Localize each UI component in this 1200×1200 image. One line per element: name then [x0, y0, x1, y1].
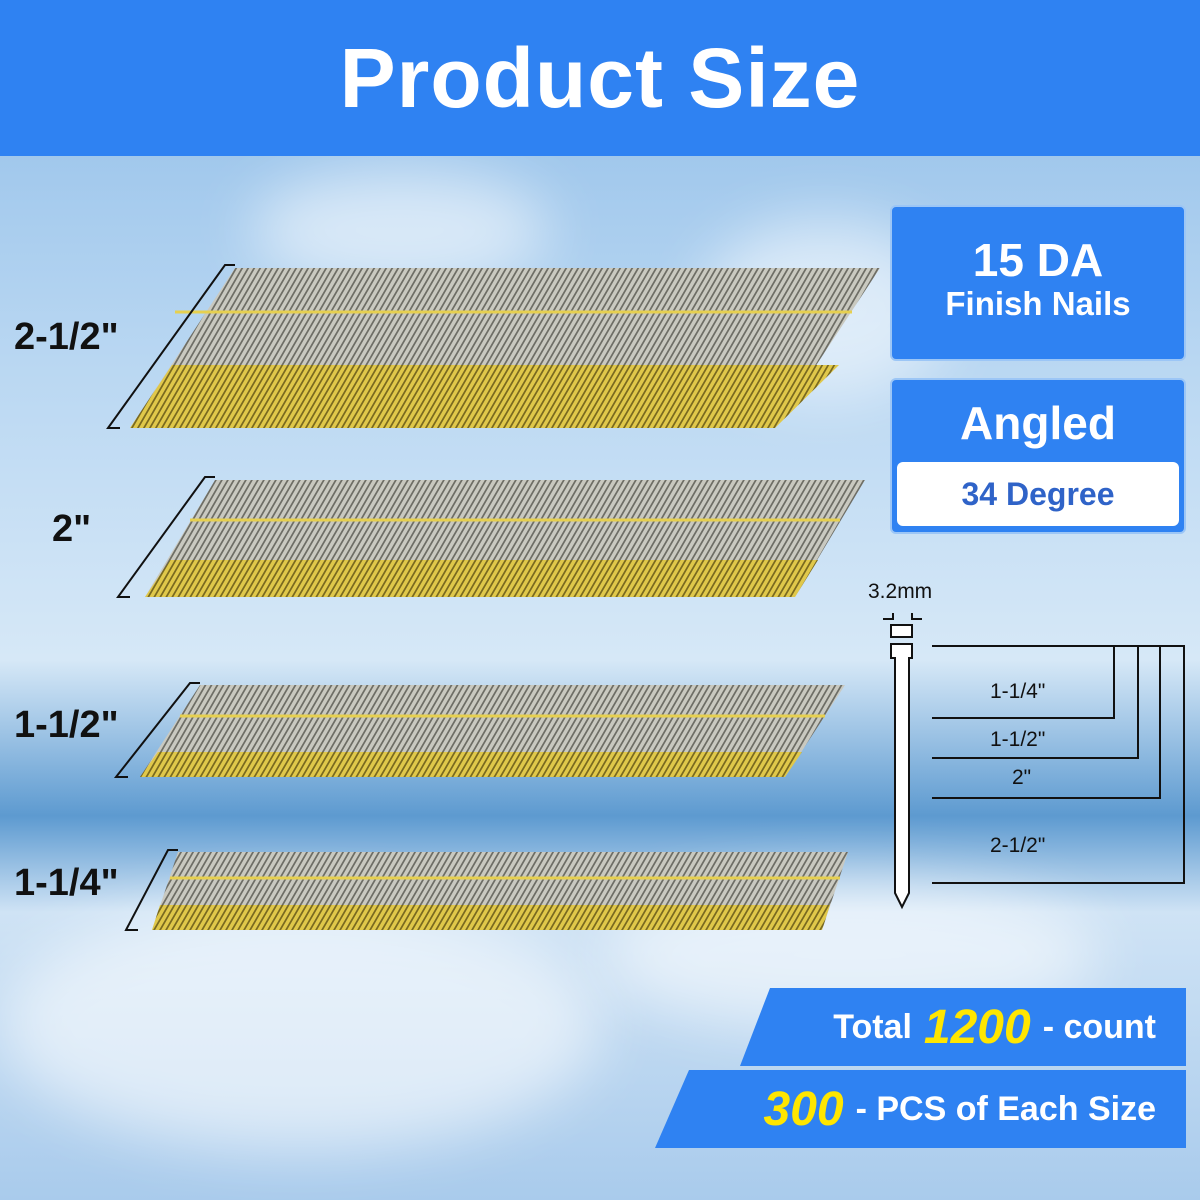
per-size-count: 300 — [763, 1082, 844, 1136]
total-count-banner: Total 1200 - count — [740, 988, 1186, 1066]
angle-box: Angled 34 Degree — [890, 378, 1186, 534]
gauge-text: 15 DA — [972, 234, 1104, 286]
strip-label: 2" — [52, 508, 92, 550]
strip-label: 1-1/4" — [14, 862, 119, 904]
per-size-banner: 300 - PCS of Each Size — [655, 1070, 1186, 1148]
length-label: 1-1/2" — [990, 728, 1046, 751]
total-count: 1200 — [923, 1000, 1031, 1054]
per-size-suffix: - PCS of Each Size — [855, 1089, 1156, 1128]
strip-label: 2-1/2" — [14, 316, 119, 358]
total-suffix: - count — [1042, 1007, 1156, 1046]
angle-value: 34 Degree — [897, 462, 1179, 526]
total-prefix: Total — [833, 1007, 912, 1046]
nail-strip-1-1-2 — [113, 682, 845, 778]
strip-label: 1-1/2" — [14, 704, 119, 746]
spec-box: 15 DA Finish Nails — [890, 205, 1186, 361]
length-label: 2-1/2" — [990, 834, 1046, 857]
head-width-label: 3.2mm — [868, 580, 933, 603]
nail-strip-1-1-4 — [124, 849, 848, 931]
nail-strip-2-1-2 — [106, 264, 880, 429]
page-title: Product Size — [339, 30, 861, 125]
angle-title: Angled — [960, 397, 1116, 449]
length-label: 1-1/4" — [990, 680, 1046, 703]
nail-strip-2 — [116, 476, 865, 598]
nail-type-text: Finish Nails — [945, 285, 1131, 322]
length-label: 2" — [1012, 766, 1032, 789]
nail-diagram — [883, 613, 1185, 910]
header-banner: Product Size — [0, 0, 1200, 156]
